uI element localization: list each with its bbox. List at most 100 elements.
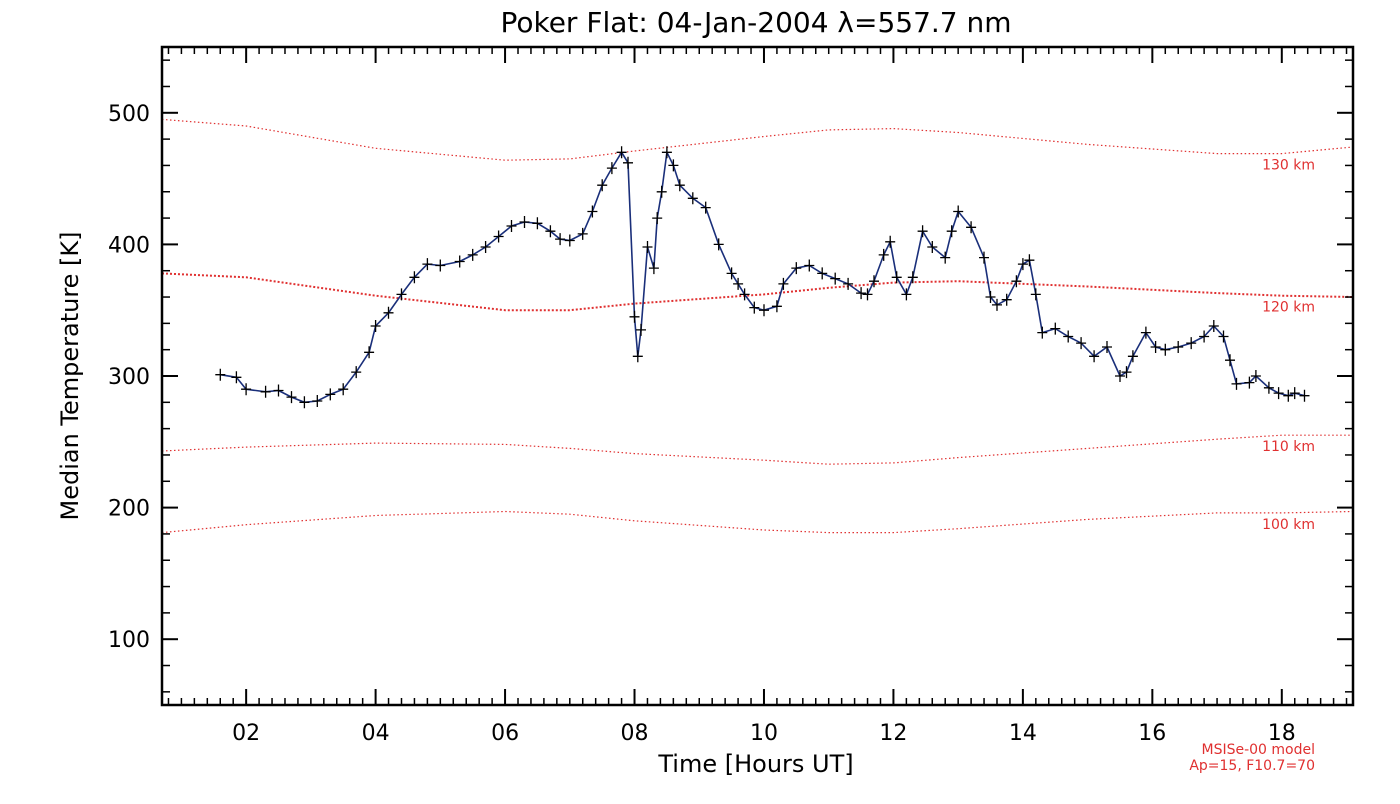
data-point	[493, 230, 504, 243]
x-tick-label: 18	[1268, 721, 1296, 746]
data-point	[1244, 376, 1255, 389]
data-point	[435, 259, 446, 272]
data-point	[1089, 350, 1100, 363]
data-point	[564, 234, 575, 247]
x-tick-label: 06	[491, 721, 519, 746]
data-point	[966, 221, 977, 234]
data-point	[215, 368, 226, 381]
data-point	[506, 220, 517, 232]
data-point	[1273, 387, 1284, 400]
data-point	[1011, 275, 1022, 288]
data-point	[901, 288, 912, 301]
y-tick-label: 200	[108, 497, 150, 522]
plot-frame	[160, 45, 1355, 707]
data-point	[1115, 370, 1125, 382]
data-point	[726, 267, 737, 280]
data-point	[804, 259, 815, 272]
data-point	[1186, 337, 1197, 350]
model-curves: 130 km 120 km 110 km 100 km	[161, 118, 1354, 534]
data-point	[231, 371, 242, 384]
data-point	[668, 159, 679, 172]
data-point	[532, 217, 543, 230]
data-point	[1140, 326, 1151, 339]
data-point	[817, 267, 828, 280]
data-point	[383, 306, 394, 319]
data-point	[1225, 354, 1235, 367]
data-point	[979, 251, 989, 264]
data-point	[1030, 288, 1041, 301]
data-point	[422, 258, 433, 271]
data-point	[687, 192, 698, 205]
data-point	[1001, 293, 1012, 306]
data-point	[862, 288, 873, 301]
data-point	[338, 383, 349, 396]
data-point	[927, 241, 938, 253]
data-point	[985, 291, 996, 303]
data-point	[1017, 258, 1028, 271]
data-point	[1299, 389, 1310, 402]
data-point	[1063, 330, 1074, 343]
data-point	[1199, 330, 1210, 343]
model-curve-label: 120 km	[1262, 300, 1315, 316]
data-point	[843, 277, 854, 290]
data-point	[713, 238, 724, 251]
data-point	[771, 300, 782, 313]
data-point	[1289, 387, 1300, 400]
data-point	[623, 156, 633, 169]
x-tick-label: 12	[879, 721, 907, 746]
data-point	[1076, 337, 1087, 350]
data-point	[555, 233, 566, 246]
model-curve-100-km	[161, 510, 1354, 534]
data-point	[674, 179, 685, 192]
data-point	[907, 271, 918, 284]
x-tick-label: 02	[232, 721, 260, 746]
data-point	[759, 304, 769, 317]
y-tick-label: 500	[108, 102, 150, 127]
data-point	[733, 277, 744, 290]
series-line	[220, 149, 1305, 404]
data-point	[1102, 341, 1112, 353]
data-point	[1160, 343, 1171, 356]
data-point	[370, 320, 381, 332]
data-point	[396, 288, 407, 301]
model-annotation-line-1: MSISe-00 model	[1201, 742, 1315, 758]
data-point	[749, 301, 760, 314]
data-point	[587, 205, 598, 218]
data-point	[629, 310, 640, 323]
data-point	[519, 216, 530, 228]
data-point	[1173, 341, 1184, 353]
data-point	[1127, 350, 1138, 363]
model-curve-label: 100 km	[1262, 517, 1315, 533]
data-point	[791, 262, 802, 275]
data-point	[992, 298, 1002, 311]
series-layer	[215, 146, 1310, 409]
data-point	[577, 227, 588, 240]
data-point	[480, 241, 491, 253]
data-point	[1218, 330, 1229, 343]
data-point	[830, 272, 841, 285]
x-tick-label: 14	[1009, 721, 1037, 746]
data-point	[273, 384, 284, 397]
data-point	[940, 251, 951, 264]
data-point	[1263, 381, 1274, 394]
data-point	[917, 225, 928, 238]
data-point	[739, 288, 750, 301]
x-axis-label: Time [Hours UT]	[657, 750, 853, 778]
data-point	[946, 225, 957, 238]
model-curve-110-km	[161, 434, 1353, 465]
x-tick-label: 08	[621, 721, 649, 746]
data-point	[1283, 389, 1294, 402]
data-point	[661, 146, 672, 159]
data-point	[545, 225, 556, 238]
data-point	[869, 275, 879, 288]
model-curve-130-km	[161, 118, 1354, 161]
data-point	[241, 383, 252, 396]
data-point	[778, 277, 789, 290]
x-tick-label: 04	[362, 721, 390, 746]
data-point	[656, 185, 667, 198]
data-point	[878, 248, 889, 261]
data-point	[616, 146, 627, 159]
model-curve-120-km	[161, 272, 1354, 312]
x-tick-label: 16	[1138, 721, 1166, 746]
